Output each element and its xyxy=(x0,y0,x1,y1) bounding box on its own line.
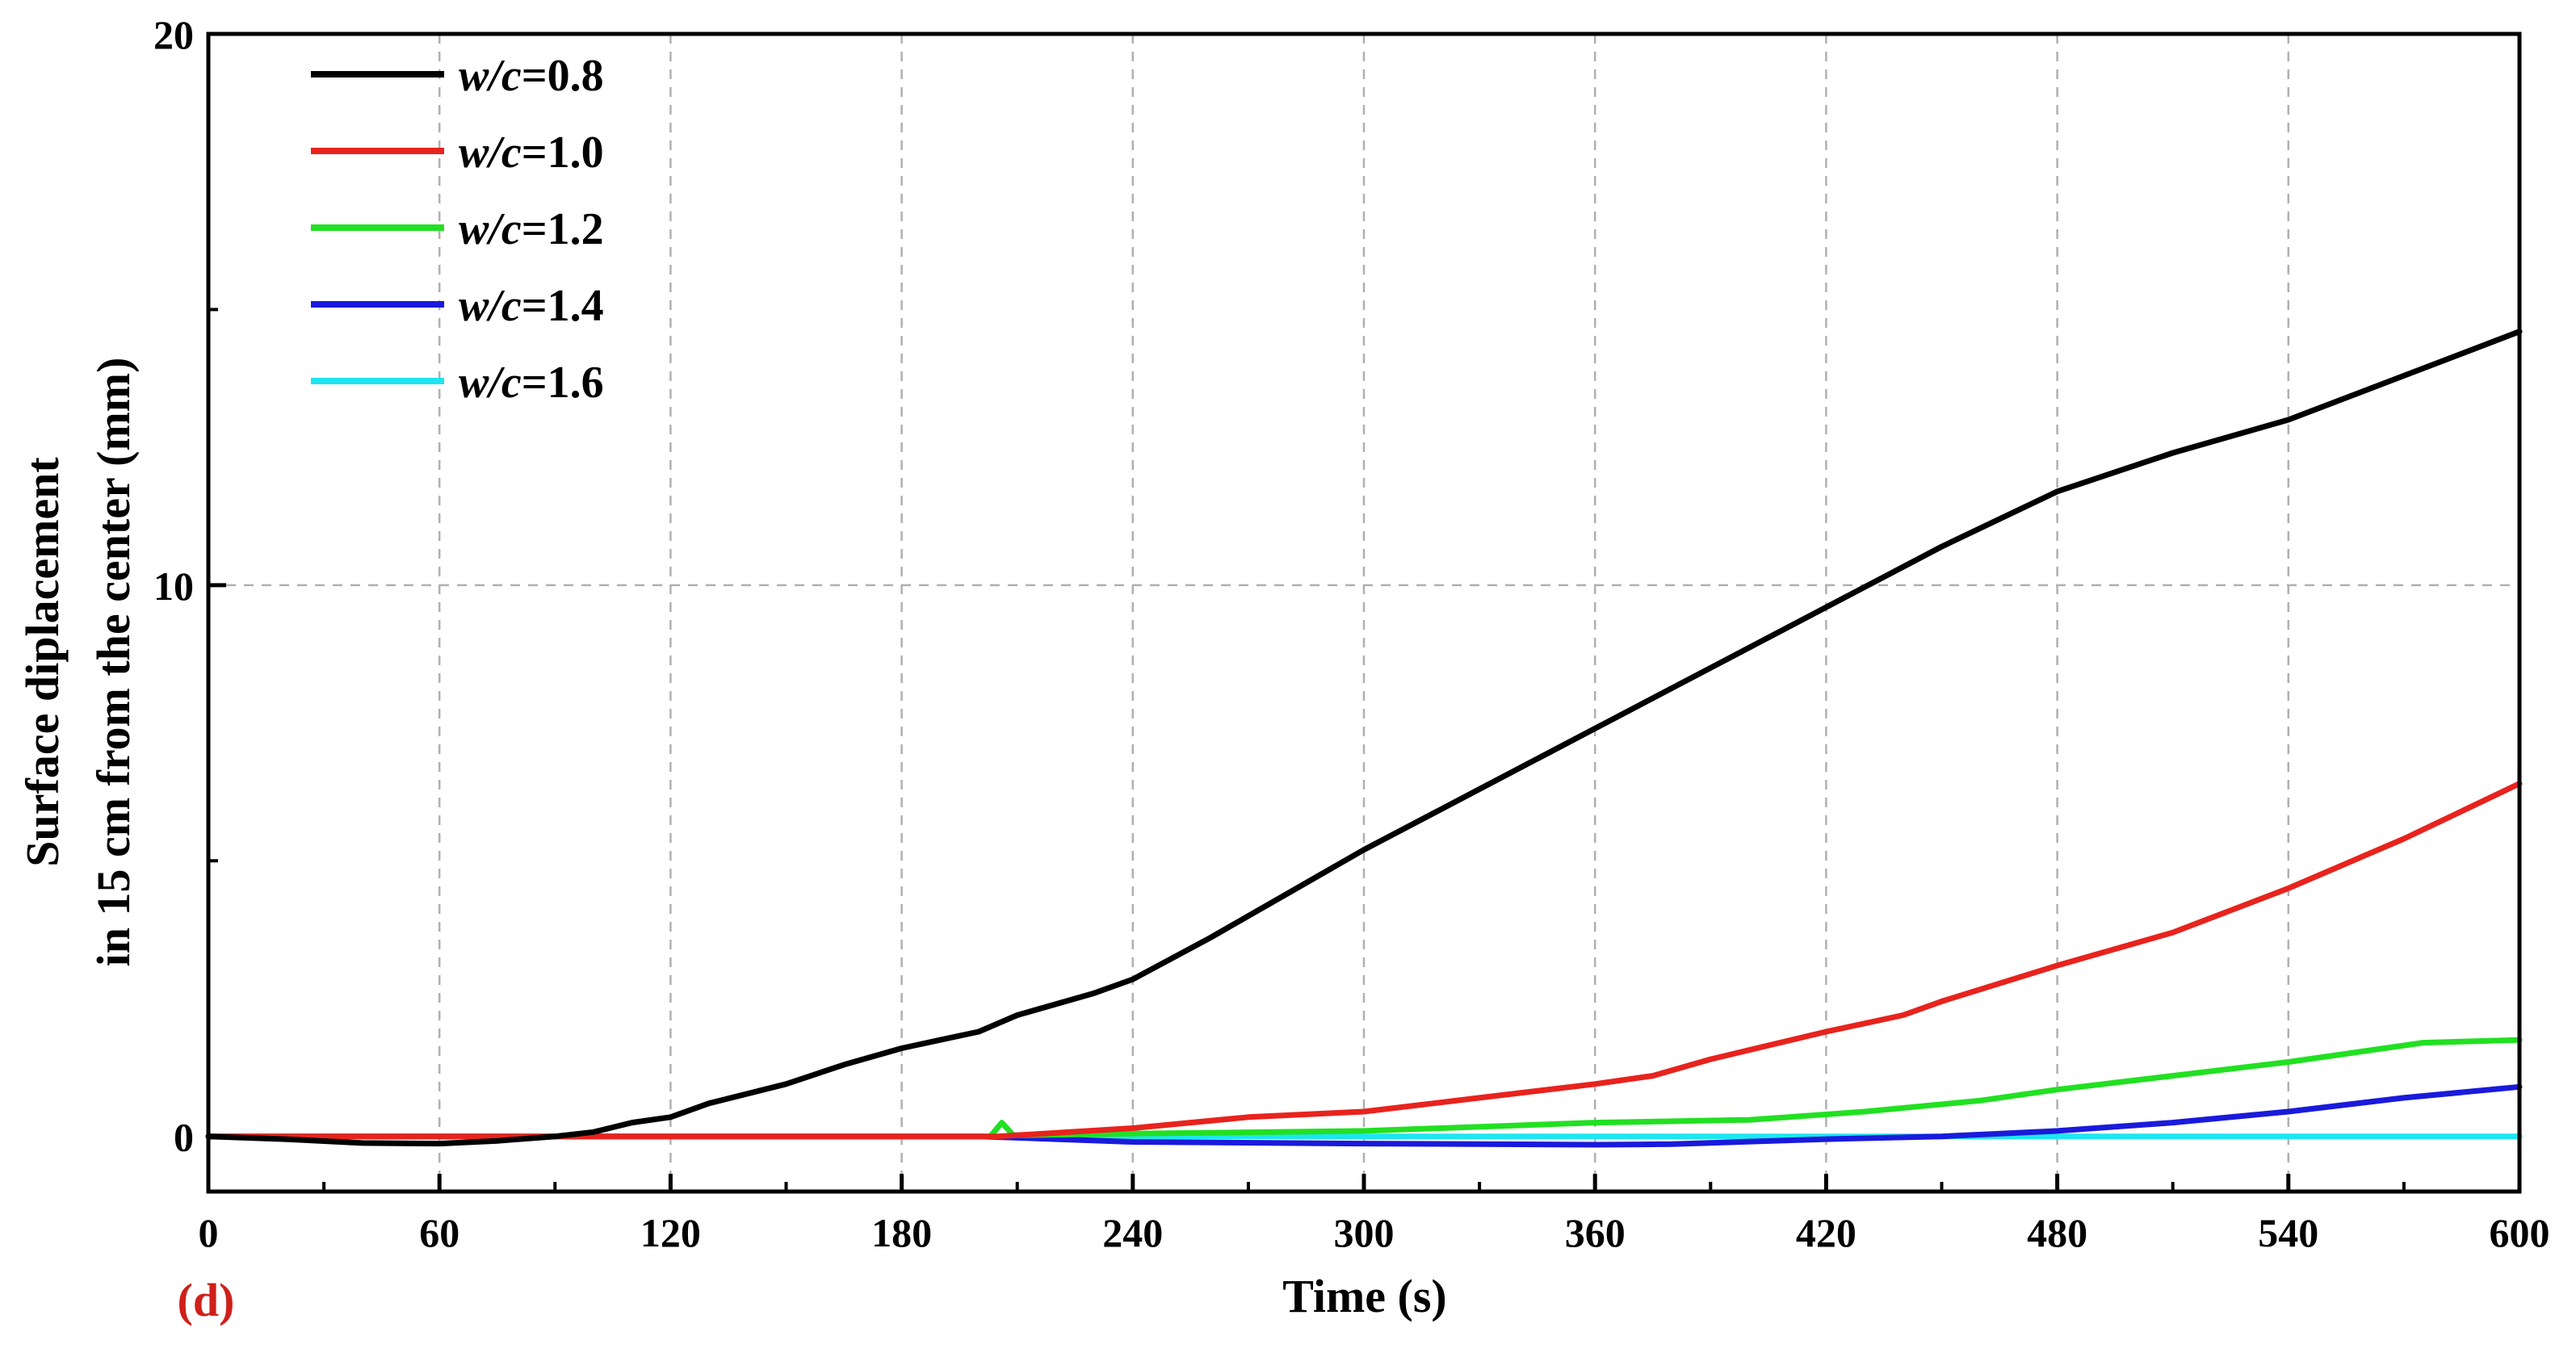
y-axis-title-line2: in 15 cm from the center (mm) xyxy=(87,358,140,967)
series-lines xyxy=(205,329,2523,1148)
panel-label: (d) xyxy=(178,1274,235,1326)
series-line-w-c-1-2 xyxy=(205,1037,2523,1140)
y-tick-label: 20 xyxy=(153,12,194,57)
series-line-w-c-0-8 xyxy=(205,329,2523,1147)
x-tick-label: 480 xyxy=(2027,1210,2087,1255)
x-tick-label: 240 xyxy=(1102,1210,1163,1255)
x-axis-title: Time (s) xyxy=(1282,1270,1447,1322)
x-tick-label: 0 xyxy=(199,1210,219,1255)
axis-ticks: 0 60 120 180 240 300 360 420 480 540 600 0 10 20 xyxy=(153,12,2550,1255)
series-line-w-c-1-4 xyxy=(205,1083,2523,1148)
y-axis-title-line1: Surface diplacement xyxy=(16,457,69,867)
legend-label: w/c=1.6 xyxy=(459,358,604,408)
legend-label: w/c=1.2 xyxy=(459,204,604,254)
legend-label: w/c=1.0 xyxy=(459,128,604,178)
x-tick-label: 300 xyxy=(1334,1210,1395,1255)
x-tick-label: 600 xyxy=(2490,1210,2550,1255)
y-tick-label: 10 xyxy=(153,563,194,609)
x-tick-label: 180 xyxy=(871,1210,932,1255)
series-line-w-c-1-0 xyxy=(205,781,2523,1140)
x-tick-label: 120 xyxy=(640,1210,701,1255)
grid-lines xyxy=(208,34,2519,1192)
x-tick-label: 360 xyxy=(1565,1210,1626,1255)
y-tick-label: 0 xyxy=(174,1115,194,1160)
legend-label: w/c=1.4 xyxy=(459,281,604,331)
x-tick-label: 540 xyxy=(2258,1210,2318,1255)
legend-label: w/c=0.8 xyxy=(459,51,604,101)
x-tick-label: 420 xyxy=(1796,1210,1856,1255)
x-tick-label: 60 xyxy=(419,1210,459,1255)
legend: w/c=0.8 w/c=1.0 w/c=1.2 w/c=1.4 w/c=1.6 xyxy=(311,51,604,408)
